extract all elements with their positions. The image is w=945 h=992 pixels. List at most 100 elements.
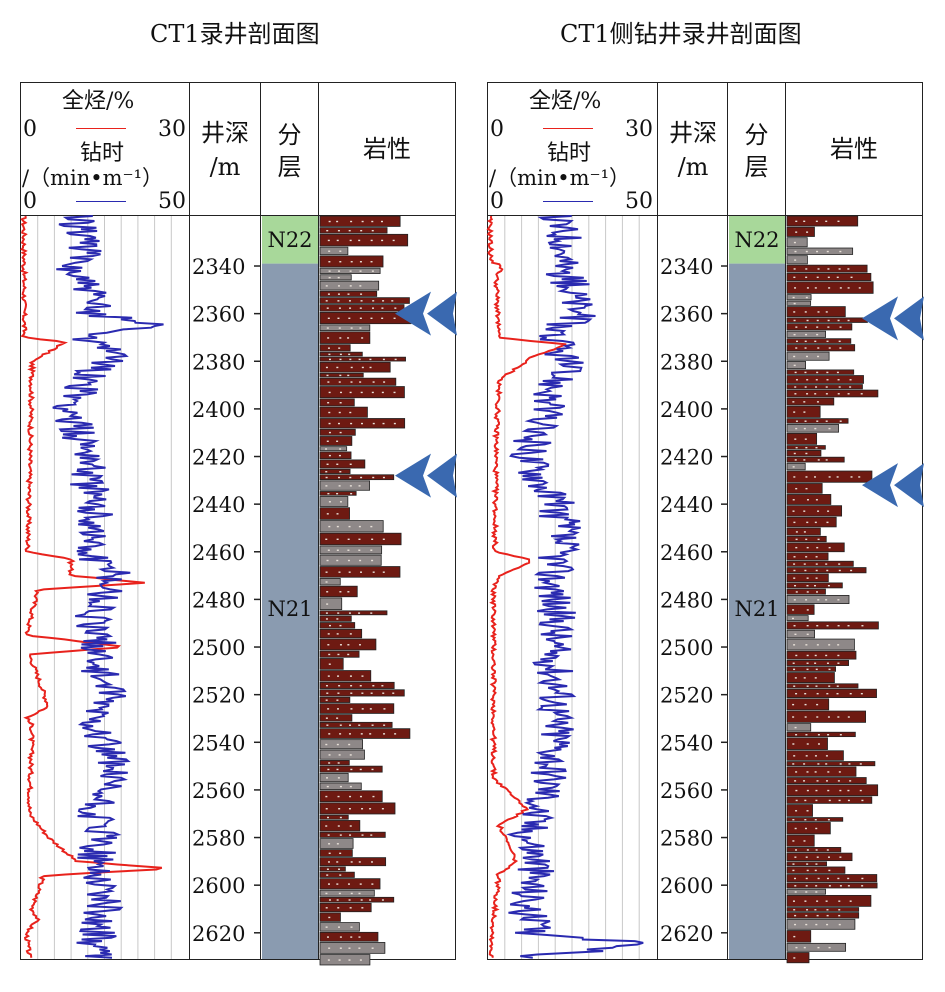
- lithology-texture-dot: [839, 734, 842, 736]
- lithology-texture-dot: [793, 364, 796, 367]
- lithology-texture-dot: [348, 571, 351, 573]
- lithology-texture-dot: [847, 393, 850, 395]
- lithology-texture-dot: [369, 808, 372, 810]
- lithology-texture-dot: [806, 499, 809, 501]
- lithology-texture-dot: [794, 259, 797, 261]
- lithology-mudstone: [786, 650, 857, 660]
- right-depth-header-2: /m: [677, 153, 709, 181]
- lithology-texture-dot: [814, 584, 817, 587]
- lithology-texture-dot: [859, 763, 862, 765]
- lithology-texture-dot: [817, 763, 820, 765]
- lithology-texture-dot: [338, 381, 341, 383]
- lithology-mudstone: [786, 505, 843, 517]
- lithology-texture-dot: [370, 239, 373, 242]
- lithology-mudstone: [786, 449, 822, 457]
- lithology-texture-dot: [337, 285, 340, 287]
- lithology-texture-dot: [825, 311, 828, 313]
- lithology-texture-dot: [361, 337, 364, 339]
- lithology-texture-dot: [383, 724, 386, 726]
- lithology-mudstone: [319, 896, 395, 903]
- lithology-texture-dot: [371, 538, 374, 540]
- lithology-mudstone: [319, 721, 393, 728]
- lithology-siltstone: [786, 629, 815, 639]
- lithology-texture-dot: [795, 427, 798, 430]
- lithology-texture-dot: [328, 411, 331, 414]
- lithology-texture-dot: [816, 319, 819, 322]
- lithology-texture-dot: [372, 685, 375, 687]
- lithology-texture-dot: [339, 471, 342, 473]
- lithology-texture-dot: [358, 612, 361, 614]
- lithology-texture-dot: [815, 499, 818, 501]
- lithology-texture-dot: [349, 724, 352, 726]
- lithology-texture-dot: [817, 946, 820, 949]
- lithology-texture-dot: [817, 734, 820, 736]
- lithology-texture-dot: [338, 959, 341, 961]
- lithology-texture-dot: [839, 326, 842, 328]
- lithology-texture-dot: [815, 668, 818, 671]
- depth-tick-label: 2620: [660, 922, 713, 946]
- lithology-texture-dot: [328, 762, 331, 764]
- lithology-texture-dot: [328, 431, 331, 434]
- lithology-texture-dot: [826, 569, 829, 572]
- lithology-texture-dot: [793, 685, 796, 687]
- depth-tick-label: 2380: [192, 350, 245, 374]
- lithology-texture-dot: [826, 521, 829, 524]
- lithology-texture-dot: [336, 463, 339, 465]
- lithology-mudstone: [319, 436, 353, 446]
- lithology-texture-dot: [792, 499, 795, 501]
- lithology-texture-dot: [336, 366, 339, 369]
- lithology-texture-dot: [350, 492, 353, 495]
- lithology-texture-dot: [349, 285, 352, 287]
- lithology-texture-dot: [792, 617, 795, 620]
- lithology-siltstone: [786, 918, 856, 930]
- lithology-texture-dot: [849, 900, 852, 902]
- lithology-texture-dot: [805, 268, 808, 270]
- lithology-texture-dot: [838, 900, 841, 902]
- lithology-mudstone: [319, 902, 372, 913]
- depth-tick-label: 2600: [660, 874, 713, 898]
- lithology-texture-dot: [371, 947, 374, 949]
- lithology-mudstone: [319, 728, 411, 739]
- lithology-texture-dot: [806, 521, 809, 524]
- lithology-texture-dot: [349, 239, 352, 242]
- left-depth-header-2: /m: [209, 153, 241, 181]
- lithology-texture-dot: [795, 734, 798, 736]
- right-layer-track: N22 N21: [729, 216, 785, 960]
- lithology-texture-dot: [847, 625, 850, 627]
- lithology-texture-dot: [328, 501, 331, 503]
- lithology-mudstone: [319, 398, 355, 407]
- lithology-texture-dot: [325, 795, 328, 798]
- lithology-texture-dot: [328, 261, 331, 263]
- lithology-texture-dot: [828, 287, 831, 289]
- lithology-texture-dot: [828, 427, 831, 430]
- lithology-texture-dot: [815, 569, 818, 572]
- lithology-texture-dot: [794, 459, 797, 461]
- lithology-texture-dot: [381, 685, 384, 687]
- lithology-mudstone: [786, 384, 863, 390]
- lithology-texture-dot: [805, 914, 808, 917]
- lithology-texture-dot: [359, 270, 362, 272]
- lithology-mudstone: [786, 432, 818, 445]
- lithology-mudstone: [319, 790, 383, 803]
- lithology-texture-dot: [817, 877, 820, 880]
- lithology-mudstone: [786, 907, 860, 912]
- lithology-texture-dot: [860, 393, 863, 395]
- lithology-texture-dot: [371, 391, 374, 394]
- lithology-texture-dot: [827, 326, 830, 328]
- lithology-texture-dot: [372, 476, 375, 479]
- lithology-mudstone: [786, 604, 815, 615]
- lithology-siltstone: [786, 237, 808, 248]
- lithology-texture-dot: [825, 780, 828, 782]
- lithology-texture-dot: [839, 856, 842, 858]
- lithology-texture-dot: [795, 799, 798, 802]
- lithology-mudstone: [319, 931, 379, 942]
- lithology-texture-dot: [326, 868, 329, 870]
- lithology-texture-dot: [850, 276, 853, 279]
- lithology-texture-dot: [816, 276, 819, 279]
- lithology-texture-dot: [381, 307, 384, 309]
- marker-arrow: [894, 463, 924, 508]
- lithology-texture-dot: [795, 487, 798, 490]
- lithology-texture-dot: [792, 662, 795, 664]
- lithology-texture-dot: [847, 319, 850, 322]
- lithology-texture-dot: [336, 633, 339, 635]
